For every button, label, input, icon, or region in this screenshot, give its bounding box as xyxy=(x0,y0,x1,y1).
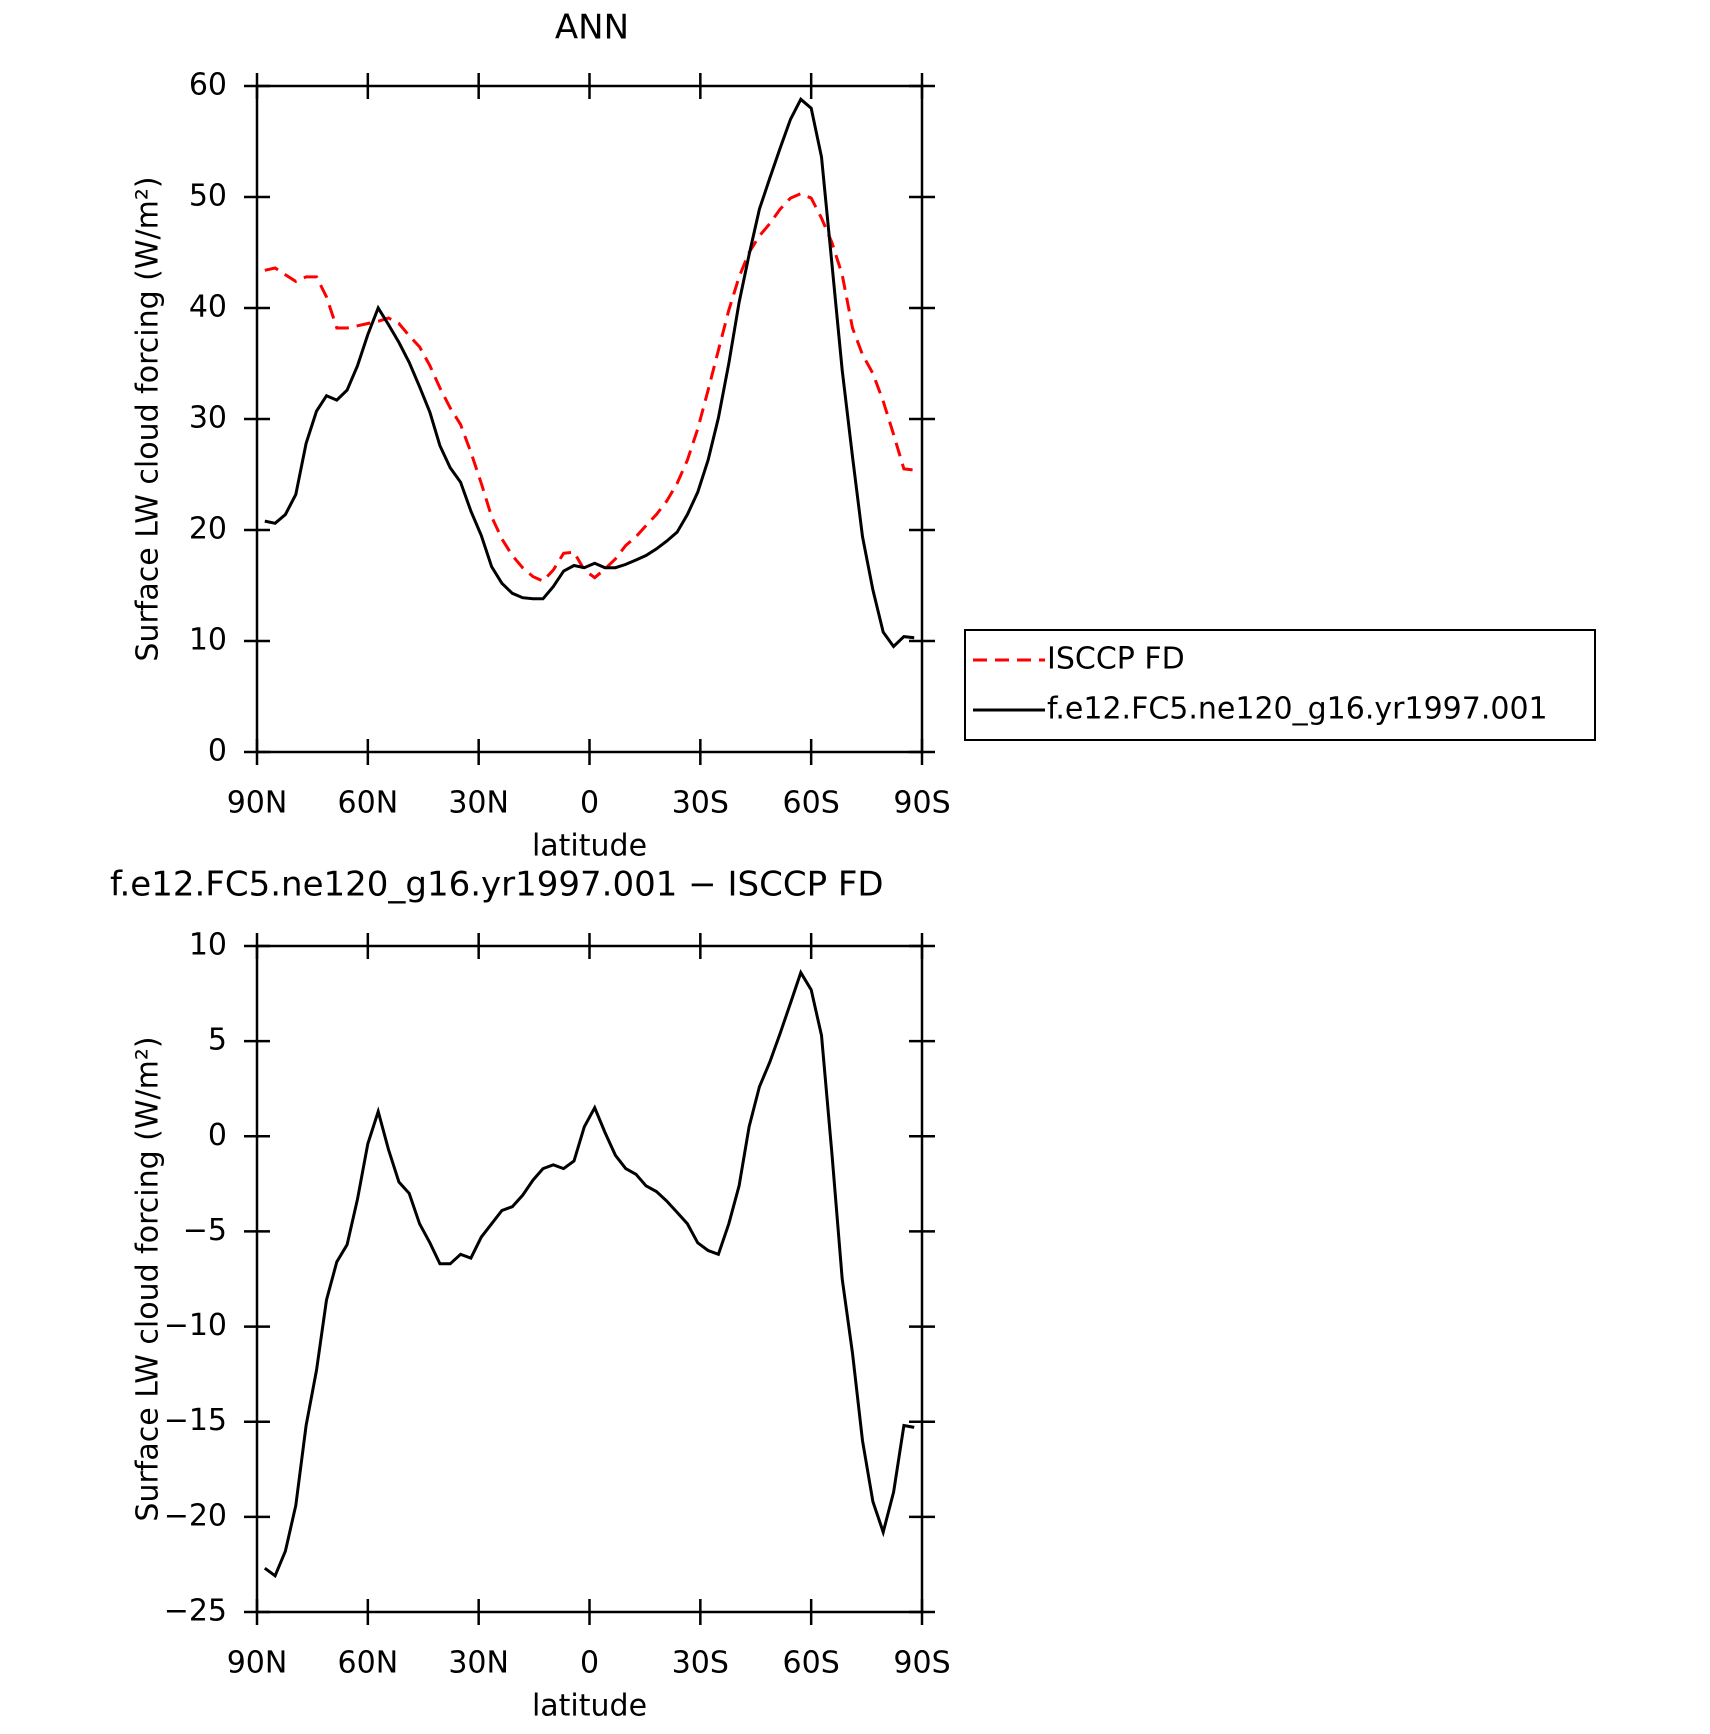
y-tick-label: −10 xyxy=(164,1308,227,1343)
y-tick-label: 5 xyxy=(208,1023,227,1058)
y-axis-label: Surface LW cloud forcing (W/m²) xyxy=(131,176,166,661)
y-axis-label: Surface LW cloud forcing (W/m²) xyxy=(131,1036,166,1521)
x-tick-label: 30S xyxy=(672,1646,729,1681)
x-tick-label: 0 xyxy=(580,1646,599,1681)
x-tick-label: 30N xyxy=(448,786,509,821)
x-tick-label: 0 xyxy=(580,786,599,821)
data-line xyxy=(264,96,915,649)
x-tick-label: 90N xyxy=(227,1646,288,1681)
chart-title: ANN xyxy=(555,8,629,48)
x-tick-label: 60S xyxy=(783,786,840,821)
plot-frame xyxy=(255,84,924,754)
x-axis-label: latitude xyxy=(532,1689,647,1724)
data-line xyxy=(263,969,915,1579)
y-tick-label: 0 xyxy=(208,1118,227,1153)
y-tick-label: 10 xyxy=(189,623,227,658)
x-tick-label: 90S xyxy=(893,786,950,821)
x-tick-label: 60N xyxy=(338,1646,399,1681)
y-tick-label: 10 xyxy=(189,928,227,963)
y-tick-label: −15 xyxy=(164,1403,227,1438)
y-tick-label: 0 xyxy=(208,734,227,769)
legend-label: f.e12.FC5.ne120_g16.yr1997.001 xyxy=(1047,692,1548,727)
chart-title: f.e12.FC5.ne120_g16.yr1997.001 − ISCCP F… xyxy=(110,865,884,905)
y-tick-label: 60 xyxy=(189,68,227,103)
legend: ISCCP FD f.e12.FC5.ne120_g16.yr1997.001 xyxy=(964,629,1596,741)
x-tick-label: 60N xyxy=(338,786,399,821)
y-tick-label: 40 xyxy=(189,290,227,325)
y-tick-label: −25 xyxy=(164,1594,227,1629)
legend-box xyxy=(964,629,1596,741)
x-tick-label: 90N xyxy=(227,786,288,821)
y-tick-label: −20 xyxy=(164,1498,227,1533)
y-tick-label: 20 xyxy=(189,512,227,547)
data-line xyxy=(264,192,915,583)
y-tick-label: 50 xyxy=(189,179,227,214)
y-tick-label: 30 xyxy=(189,401,227,436)
x-tick-label: 30N xyxy=(448,1646,509,1681)
legend-label: ISCCP FD xyxy=(1047,642,1185,677)
x-tick-label: 60S xyxy=(783,1646,840,1681)
x-tick-label: 90S xyxy=(893,1646,950,1681)
x-tick-label: 30S xyxy=(672,786,729,821)
x-axis-label: latitude xyxy=(532,829,647,864)
y-tick-label: −5 xyxy=(183,1213,227,1248)
